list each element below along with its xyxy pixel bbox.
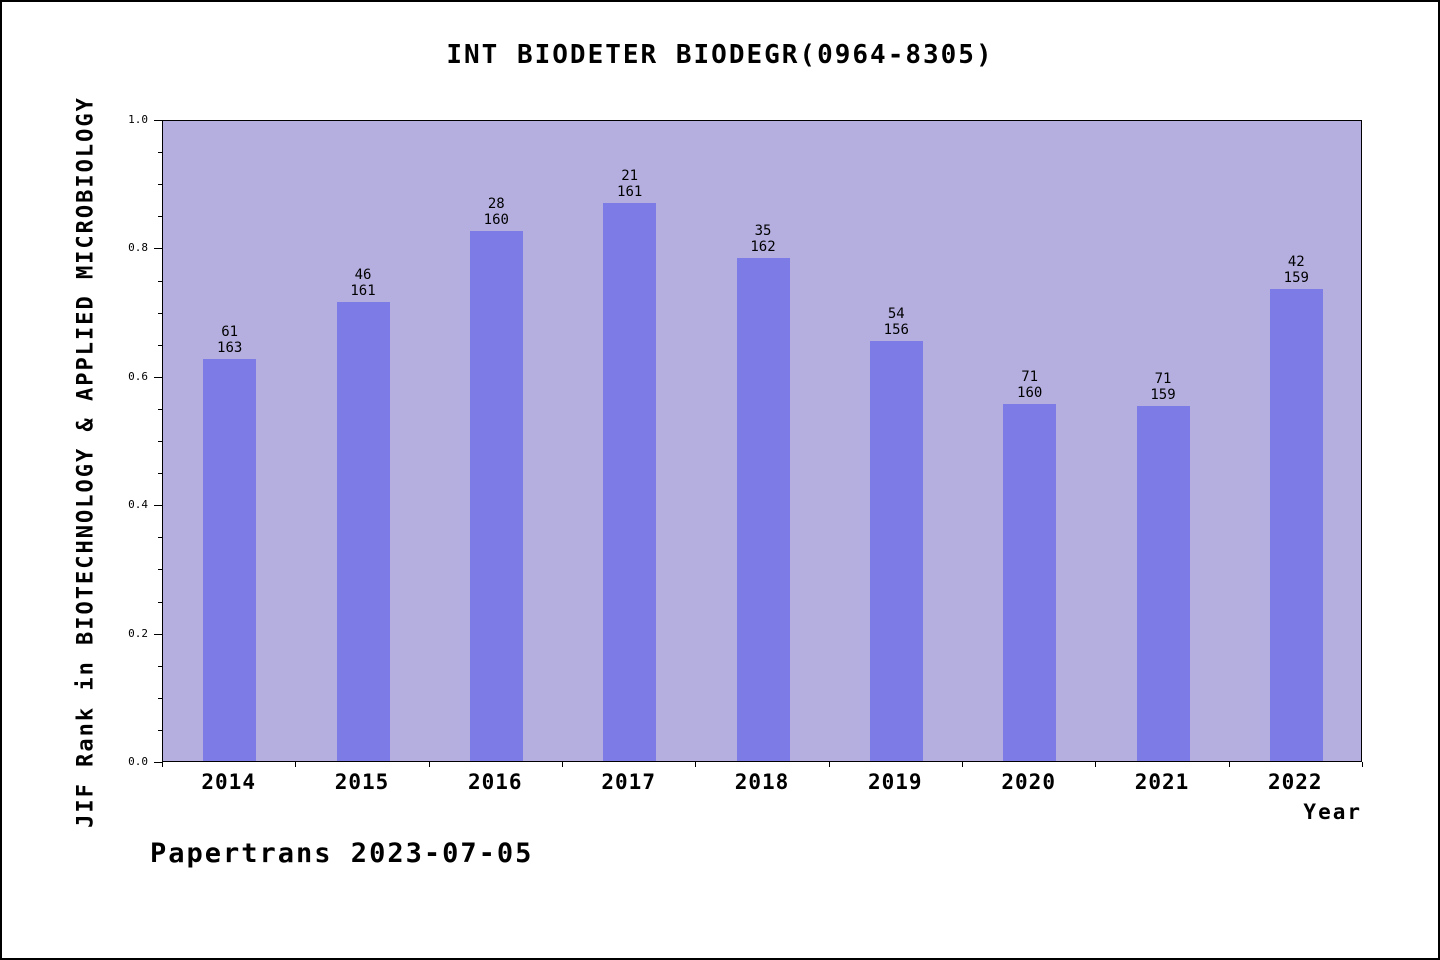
y-minor-tick bbox=[158, 312, 162, 314]
bar-label-total: 162 bbox=[750, 238, 776, 255]
y-minor-tick bbox=[158, 665, 162, 667]
y-tick-label: 0.8 bbox=[128, 241, 148, 255]
bar-2016 bbox=[469, 231, 523, 761]
x-minor-tick bbox=[1095, 762, 1097, 767]
y-minor-tick bbox=[158, 344, 162, 346]
chart-title: INT BIODETER BIODEGR(0964-8305) bbox=[446, 40, 994, 70]
plot-area: 61 163 46 161 28 160 21 161 35 162 54 156 71 160 71 159… bbox=[162, 120, 1362, 762]
x-tick-label-2017: 2017 bbox=[601, 770, 656, 794]
bar-label-rank: 54 bbox=[887, 306, 905, 323]
bar-value-label: 61 163 bbox=[180, 324, 280, 356]
y-major-tick bbox=[154, 505, 162, 507]
footer-text: Papertrans 2023-07-05 bbox=[150, 838, 534, 869]
bar-label-total: 160 bbox=[483, 212, 509, 229]
bar-2017 bbox=[603, 202, 657, 761]
x-minor-tick bbox=[562, 762, 563, 767]
x-minor-tick bbox=[962, 762, 963, 767]
bar-2021 bbox=[1136, 405, 1190, 761]
y-minor-tick bbox=[158, 537, 162, 539]
bar-label-rank: 71 bbox=[1154, 370, 1172, 387]
bar-label-rank: 21 bbox=[621, 167, 639, 184]
y-tick-label: 0.4 bbox=[128, 498, 148, 512]
y-minor-tick bbox=[158, 729, 162, 731]
x-minor-tick bbox=[295, 762, 297, 767]
y-minor-tick bbox=[158, 441, 162, 442]
y-major-tick bbox=[154, 248, 162, 250]
x-minor-tick bbox=[428, 762, 430, 767]
x-tick-label-2014: 2014 bbox=[201, 770, 256, 794]
bar-value-label: 35 162 bbox=[713, 223, 813, 255]
bar-label-rank: 71 bbox=[1021, 368, 1039, 385]
y-tick-label: 0.2 bbox=[128, 626, 148, 640]
bar-2014 bbox=[203, 359, 257, 761]
y-minor-tick bbox=[158, 216, 162, 218]
x-minor-tick bbox=[1362, 762, 1363, 767]
y-tick-label: 0.6 bbox=[128, 369, 148, 383]
bar-value-label: 46 161 bbox=[313, 267, 413, 299]
bar-value-label: 42 159 bbox=[1246, 254, 1346, 286]
y-tick-label: 0.0 bbox=[128, 755, 148, 768]
bar-value-label: 71 159 bbox=[1113, 371, 1213, 403]
y-major-tick bbox=[154, 633, 162, 635]
bar-value-label: 71 160 bbox=[980, 369, 1080, 401]
bar-label-rank: 28 bbox=[487, 196, 505, 213]
y-major-tick bbox=[154, 120, 162, 121]
bar-label-rank: 61 bbox=[221, 324, 239, 341]
y-major-tick bbox=[154, 762, 162, 763]
x-tick-label-2015: 2015 bbox=[334, 770, 390, 794]
bar-label-total: 160 bbox=[1017, 384, 1043, 401]
x-tick-label-2018: 2018 bbox=[734, 770, 790, 794]
bar-2018 bbox=[736, 257, 790, 761]
bar-value-label: 21 161 bbox=[580, 168, 680, 200]
bar-2022 bbox=[1269, 288, 1323, 761]
bar-label-total: 156 bbox=[883, 322, 909, 339]
y-tick-label: 1.0 bbox=[128, 113, 148, 126]
bar-label-rank: 46 bbox=[354, 267, 372, 284]
x-minor-tick bbox=[695, 762, 697, 767]
x-tick-label-2019: 2019 bbox=[868, 770, 923, 794]
x-minor-tick bbox=[828, 762, 830, 767]
bar-2020 bbox=[1003, 403, 1057, 761]
y-minor-tick bbox=[158, 280, 162, 282]
x-tick-label-2020: 2020 bbox=[1001, 770, 1056, 794]
bar-label-total: 163 bbox=[217, 340, 243, 357]
x-tick-label-2021: 2021 bbox=[1134, 770, 1190, 794]
y-minor-tick bbox=[158, 152, 162, 154]
y-minor-tick bbox=[158, 408, 162, 410]
y-minor-tick bbox=[158, 473, 162, 475]
y-minor-tick bbox=[158, 184, 162, 186]
bar-label-total: 161 bbox=[350, 283, 376, 300]
bar-2015 bbox=[336, 302, 390, 761]
bar-label-rank: 35 bbox=[754, 222, 772, 239]
y-minor-tick bbox=[158, 697, 162, 699]
x-minor-tick bbox=[1228, 762, 1230, 767]
y-axis-label: JIF Rank in BIOTECHNOLOGY & APPLIED MICR… bbox=[73, 96, 99, 828]
bar-value-label: 54 156 bbox=[846, 306, 946, 338]
bar-label-total: 159 bbox=[1150, 386, 1176, 403]
y-minor-tick bbox=[158, 601, 162, 603]
x-minor-tick bbox=[162, 762, 163, 767]
x-tick-label-2016: 2016 bbox=[468, 770, 523, 794]
bar-value-label: 28 160 bbox=[446, 196, 546, 228]
bar-label-rank: 42 bbox=[1287, 253, 1305, 270]
bar-label-total: 159 bbox=[1283, 269, 1309, 286]
bar-2019 bbox=[869, 341, 923, 761]
x-tick-label-2022: 2022 bbox=[1268, 770, 1323, 794]
bar-label-total: 161 bbox=[617, 183, 643, 200]
x-axis-label: Year bbox=[1303, 800, 1362, 824]
y-minor-tick bbox=[158, 569, 162, 571]
y-major-tick bbox=[154, 376, 162, 378]
